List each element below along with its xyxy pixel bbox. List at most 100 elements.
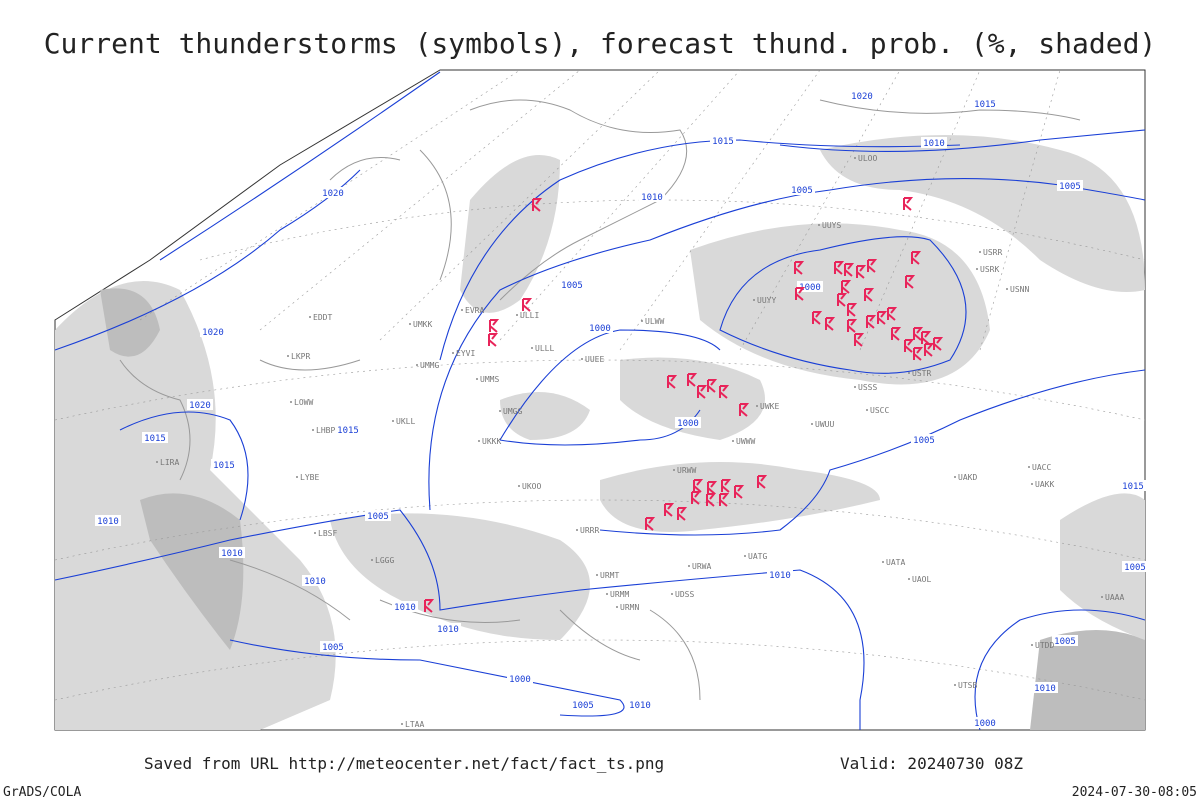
- isobar-label: 1000: [677, 419, 699, 429]
- isobar-label-bg: [1122, 561, 1148, 572]
- isobar-label: 1000: [974, 719, 996, 729]
- station-dot: [596, 574, 598, 576]
- station-dot: [744, 555, 746, 557]
- isobar-label-bg: [767, 569, 793, 580]
- station-label: UWUU: [815, 420, 834, 429]
- station-label: URMN: [620, 603, 639, 612]
- station-dot: [1031, 483, 1033, 485]
- isobar-label: 1015: [1122, 482, 1144, 492]
- station-label: LOWW: [294, 398, 313, 407]
- isobar-label: 1010: [304, 577, 326, 587]
- isobar-label: 1000: [509, 675, 531, 685]
- station-dot: [296, 476, 298, 478]
- isobar-label: 1000: [799, 283, 821, 293]
- isobar-label-bg: [675, 417, 701, 428]
- thunderstorm-symbol: [841, 280, 852, 294]
- station-dot: [976, 268, 978, 270]
- station-label: UAOL: [912, 575, 931, 584]
- thunderstorm-symbol: [837, 293, 848, 307]
- thunderstorm-symbol: [424, 599, 435, 613]
- isobar-label-bg: [302, 575, 328, 586]
- station-label: UAKK: [1035, 480, 1054, 489]
- station-dot: [688, 565, 690, 567]
- station-label: UMMG: [420, 361, 439, 370]
- thunderstorm-symbol: [856, 265, 867, 279]
- station-dot: [908, 372, 910, 374]
- station-label: UWKE: [760, 402, 779, 411]
- thunderstorm-symbol: [794, 261, 805, 275]
- station-dot: [478, 440, 480, 442]
- station-dot: [371, 559, 373, 561]
- station-dot: [1031, 644, 1033, 646]
- thunderstorm-symbol: [734, 485, 745, 499]
- thunderstorm-symbol: [687, 373, 698, 387]
- station-dot: [581, 358, 583, 360]
- station-label: ULLL: [535, 344, 554, 353]
- station-dot: [518, 485, 520, 487]
- station-label: LGGG: [375, 556, 394, 565]
- thunderstorm-symbol: [866, 315, 877, 329]
- isobar-label: 1010: [769, 571, 791, 581]
- thunderstorm-symbol: [522, 298, 533, 312]
- isobar-label: 1005: [1124, 563, 1146, 573]
- isobar-label: 1005: [1059, 182, 1081, 192]
- source-url: Saved from URL http://meteocenter.net/fa…: [144, 754, 664, 773]
- station-label: USRK: [980, 265, 999, 274]
- isobar-label: 1005: [561, 281, 583, 291]
- station-dot: [818, 224, 820, 226]
- station-label: UAAA: [1105, 593, 1124, 602]
- station-dot: [499, 410, 501, 412]
- thunderstorm-symbol: [854, 333, 865, 347]
- isobar-label: 1005: [1054, 637, 1076, 647]
- station-label: UUYY: [757, 296, 776, 305]
- isobar-label: 1020: [202, 328, 224, 338]
- thunderstorm-symbol: [795, 287, 806, 301]
- thunderstorm-symbol: [664, 503, 675, 517]
- station-dot: [309, 316, 311, 318]
- station-label: UKLL: [396, 417, 415, 426]
- thunderstorm-symbol: [913, 347, 924, 361]
- station-label: UTSB: [958, 681, 977, 690]
- thunderstorm-symbol: [697, 385, 708, 399]
- station-label: USRR: [983, 248, 1002, 257]
- thunderstorm-symbol: [834, 261, 845, 275]
- station-dot: [516, 314, 518, 316]
- thunderstorm-symbol: [707, 379, 718, 393]
- isobar-label: 1005: [367, 512, 389, 522]
- isobar-label-bg: [211, 459, 237, 470]
- station-label: UTDD: [1035, 641, 1054, 650]
- isobar-label: 1015: [974, 100, 996, 110]
- station-dot: [476, 378, 478, 380]
- station-label: UKKK: [482, 437, 501, 446]
- station-dot: [156, 461, 158, 463]
- timestamp: 2024-07-30-08:05: [1072, 785, 1197, 800]
- station-dot: [312, 429, 314, 431]
- station-dot: [452, 352, 454, 354]
- isobar-label: 1015: [337, 426, 359, 436]
- isobar-label: 1020: [322, 189, 344, 199]
- thunderstorm-symbol: [924, 343, 935, 357]
- station-dot: [576, 529, 578, 531]
- isobar-label-bg: [559, 279, 585, 290]
- isobar-label-bg: [972, 717, 998, 728]
- station-label: UUYS: [822, 221, 841, 230]
- isobar-label-bg: [849, 90, 875, 101]
- station-label: UKOO: [522, 482, 541, 491]
- station-dot: [392, 420, 394, 422]
- station-dot: [1006, 288, 1008, 290]
- isobar-label: 1005: [791, 186, 813, 196]
- title: Current thunderstorms (symbols), forecas…: [44, 27, 1157, 60]
- isobar-label-bg: [921, 137, 947, 148]
- isobar-label-bg: [1057, 180, 1083, 191]
- thunderstorm-symbol: [645, 517, 656, 531]
- thunderstorm-symbol: [844, 263, 855, 277]
- thunderstorm-symbol: [864, 288, 875, 302]
- station-dot: [401, 723, 403, 725]
- thunderstorm-symbol: [867, 259, 878, 273]
- station-label: USCC: [870, 406, 889, 415]
- station-label: URWA: [692, 562, 711, 571]
- station-dot: [854, 157, 856, 159]
- station-dot: [314, 532, 316, 534]
- station-label: UUEE: [585, 355, 604, 364]
- isobar-label-bg: [587, 322, 613, 333]
